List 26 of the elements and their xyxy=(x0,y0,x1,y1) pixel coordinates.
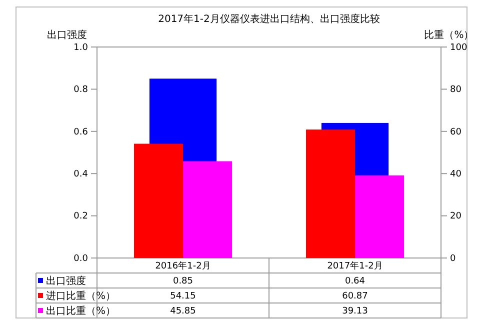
y-axis-title: 出口强度 xyxy=(47,29,87,41)
y2-tick-label: 80 xyxy=(450,85,462,96)
y-tick-label: 0.2 xyxy=(74,212,88,222)
x-tick-label: 2017年1-2月 xyxy=(327,260,383,272)
x-tick-label: 2016年1-2月 xyxy=(155,260,211,272)
y-tick-label: 0.6 xyxy=(74,127,88,138)
y-tick-label: 0.0 xyxy=(74,254,88,264)
y-tick-label: 1.0 xyxy=(74,42,88,53)
legend-label: 进口比重（%） xyxy=(46,290,116,302)
data-label: 45.85 xyxy=(170,306,196,317)
y2-tick-label: 20 xyxy=(450,212,462,222)
y2-tick-label: 60 xyxy=(450,127,462,138)
y-tick-label: 0.8 xyxy=(74,85,88,96)
legend-label: 出口强度 xyxy=(46,275,86,287)
data-label: 39.13 xyxy=(342,306,368,317)
legend-label: 出口比重（%） xyxy=(46,305,116,317)
y2-axis-title: 比重（%） xyxy=(424,29,474,41)
data-label: 60.87 xyxy=(342,292,368,302)
y2-tick-label: 100 xyxy=(450,42,468,53)
chart-title: 2017年1-2月仪器仪表进出口结构、出口强度比较 xyxy=(158,13,380,25)
data-label: 54.15 xyxy=(170,292,196,302)
y2-tick-label: 40 xyxy=(450,169,462,180)
y2-tick-label: 0 xyxy=(450,254,456,264)
y-tick-label: 0.4 xyxy=(74,169,88,180)
data-label: 0.85 xyxy=(172,276,194,287)
data-label: 0.64 xyxy=(344,276,366,287)
